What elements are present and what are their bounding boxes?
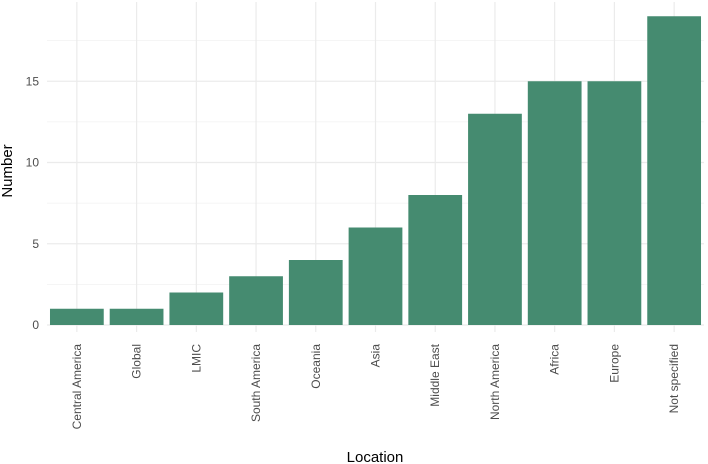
- y-tick-label: 5: [32, 237, 39, 251]
- x-tick-label: Middle East: [428, 343, 442, 406]
- bar: [169, 292, 224, 325]
- bar: [288, 260, 343, 325]
- x-tick-label: Asia: [369, 344, 383, 368]
- x-tick-label: Global: [130, 344, 144, 379]
- x-tick-label: Africa: [548, 344, 562, 375]
- x-tick-label: Not specified: [667, 344, 681, 413]
- y-axis-title: Number: [0, 144, 16, 197]
- bar: [229, 276, 283, 325]
- bar: [468, 113, 522, 325]
- y-tick-label: 10: [26, 156, 40, 170]
- bars: [49, 16, 702, 325]
- x-tick-label: South America: [249, 344, 263, 422]
- bar: [408, 195, 463, 325]
- bar: [527, 81, 582, 325]
- x-tick-label: Central America: [70, 344, 84, 430]
- x-axis-title: Location: [347, 449, 404, 464]
- bar: [587, 81, 642, 325]
- bar: [348, 227, 403, 325]
- x-tick-label: Europe: [607, 344, 621, 383]
- y-tick-labels: 0 5 10 15: [26, 74, 40, 332]
- y-tick-label: 15: [26, 74, 40, 88]
- x-tick-label: North America: [488, 344, 502, 420]
- x-tick-label: LMIC: [189, 344, 203, 373]
- bar: [49, 308, 104, 325]
- x-tick-labels: Central America Global LMIC South America Oc…: [70, 343, 681, 429]
- y-tick-label: 0: [32, 318, 39, 332]
- bar: [109, 308, 164, 325]
- bar: [647, 16, 702, 325]
- x-tick-label: Oceania: [309, 344, 323, 389]
